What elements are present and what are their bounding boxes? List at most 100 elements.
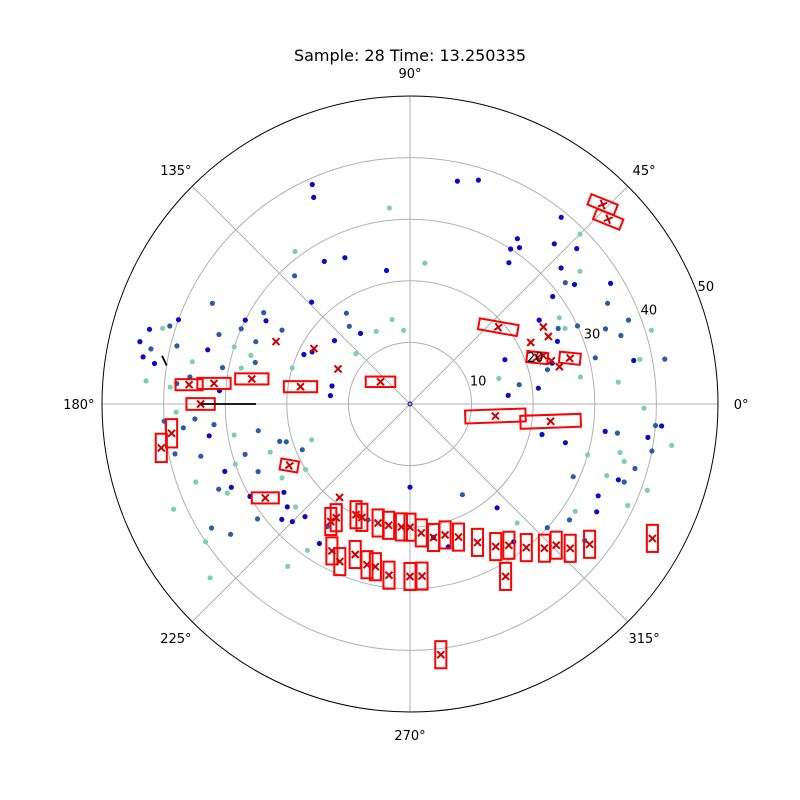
scatter-point: [205, 347, 211, 353]
box-center-marker: [405, 572, 415, 581]
box-outline: [278, 457, 301, 474]
box-outline: [489, 532, 503, 562]
box-center-marker: [261, 493, 270, 503]
scatter-point: [615, 477, 622, 483]
scatter-point: [343, 310, 349, 316]
scatter-point: [594, 509, 600, 515]
scatter-point: [637, 356, 643, 362]
box-outline: [499, 561, 513, 591]
scatter-point: [279, 327, 285, 333]
scatter-point: [216, 486, 222, 492]
scatter-point: [255, 428, 261, 434]
box-center-marker: [565, 353, 575, 363]
scatter-point: [516, 382, 522, 388]
scatter-point: [644, 487, 650, 493]
box-outline: [234, 372, 270, 386]
angle-tick-label: 45°: [633, 164, 656, 179]
box-center-marker: [350, 550, 360, 559]
box-center-marker: [335, 493, 344, 502]
scatter-point: [551, 241, 557, 247]
scatter-point: [148, 346, 154, 352]
box-center-marker: [648, 534, 657, 543]
angular-gridline: [191, 185, 411, 405]
scatter-point: [602, 326, 609, 332]
bounding-box: [165, 418, 179, 449]
scatter-point: [648, 327, 655, 333]
box-center-marker: [436, 650, 446, 659]
scatter-point: [506, 260, 512, 266]
bounding-box: [563, 533, 577, 563]
scatter-point: [228, 484, 234, 490]
scatter-point: [167, 384, 173, 390]
scatter-points: [137, 177, 675, 581]
box-center-marker: [454, 532, 463, 542]
scatter-point: [219, 365, 226, 371]
angle-tick-label: 270°: [394, 729, 425, 744]
box-center-marker: [384, 521, 393, 530]
scatter-point: [289, 365, 295, 371]
bounding-box: [549, 530, 563, 560]
scatter-point: [331, 338, 338, 344]
box-center-marker: [357, 513, 367, 522]
box-center-marker: [603, 214, 614, 225]
box-center-marker: [417, 528, 426, 538]
scatter-point: [302, 514, 308, 520]
scatter-point: [562, 280, 568, 286]
scatter-point: [309, 181, 315, 188]
scatter-point: [669, 442, 675, 448]
bounding-box: [434, 640, 448, 670]
box-center-marker: [526, 338, 535, 347]
box-center-marker: [296, 382, 305, 391]
box-outline: [355, 502, 369, 532]
scatter-point: [277, 438, 283, 444]
scatter-point: [621, 458, 627, 464]
box-outline: [329, 503, 343, 533]
bounding-box: [174, 378, 204, 392]
box-outline: [519, 412, 583, 430]
box-outline: [645, 523, 659, 553]
bounding-box: [415, 561, 429, 591]
box-center-marker: [551, 540, 561, 550]
scatter-point: [252, 359, 258, 366]
bounding-box: [329, 503, 343, 533]
scatter-point: [222, 468, 228, 474]
scatter-point: [281, 489, 287, 495]
scatter-point: [285, 563, 291, 569]
box-center-marker: [491, 411, 500, 421]
box-center-marker: [491, 542, 500, 551]
angle-tick-label: 0°: [734, 398, 749, 413]
scatter-point: [242, 451, 248, 457]
box-center-marker: [493, 322, 503, 332]
scatter-point: [604, 473, 610, 479]
scatter-point: [422, 260, 428, 266]
bounding-box: [355, 502, 369, 532]
scatter-point: [248, 352, 254, 358]
box-center-marker: [371, 562, 380, 571]
box-center-marker: [473, 538, 482, 547]
scatter-point: [231, 344, 237, 350]
scatter-point: [496, 375, 502, 382]
scatter-point: [617, 449, 623, 456]
scatter-point: [309, 299, 315, 305]
box-center-marker: [184, 380, 194, 389]
box-center-marker: [538, 351, 548, 360]
scatter-point: [592, 355, 598, 361]
box-center-marker: [565, 544, 575, 553]
bounding-box: [382, 510, 396, 540]
box-center-marker: [384, 570, 394, 580]
scatter-point: [615, 379, 621, 385]
scatter-point: [571, 281, 578, 288]
scatter-point: [146, 326, 153, 332]
box-center-marker: [597, 199, 608, 210]
scatter-point: [494, 505, 500, 511]
box-center-marker: [284, 460, 294, 471]
angular-gridline: [409, 403, 629, 623]
scatter-point: [311, 194, 317, 200]
scatter-point: [544, 525, 550, 531]
box-outline: [557, 350, 582, 366]
scatter-point: [283, 439, 289, 445]
scatter-point: [625, 502, 631, 509]
scatter-point: [535, 385, 542, 391]
box-center-marker: [555, 362, 564, 371]
box-center-marker: [440, 530, 450, 540]
